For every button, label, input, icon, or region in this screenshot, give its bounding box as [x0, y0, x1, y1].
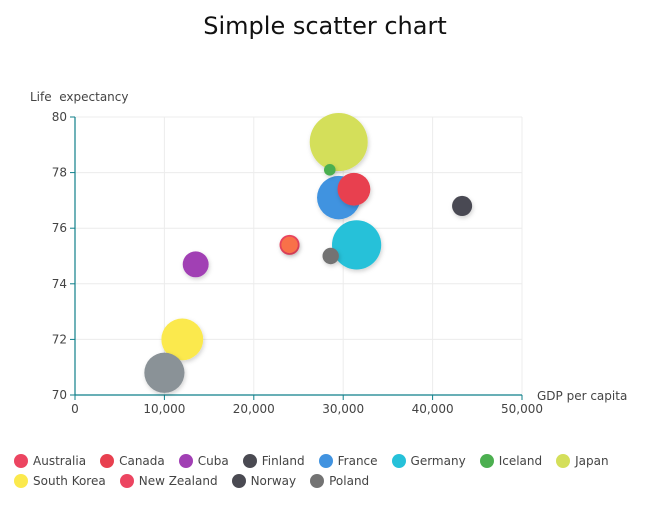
x-tick-label: 40,000 — [412, 402, 454, 416]
data-point-iceland — [323, 164, 336, 176]
legend-marker-icon — [318, 454, 333, 468]
data-point-cuba — [182, 251, 209, 278]
legend-label: Japan — [575, 454, 609, 468]
legend-label: New Zealand — [138, 474, 218, 488]
data-point-poland — [144, 352, 185, 393]
legend-marker-icon — [242, 454, 257, 468]
chart-legend: Australia Canada Cuba Finland France Germany I… — [14, 453, 644, 489]
data-point-finland — [452, 195, 473, 217]
legend-item-france[interactable]: France — [318, 453, 378, 469]
axes: 0 10,000 20,000 30,000 40,000 50,000 70 72 74 76 7… — [52, 110, 543, 416]
y-axis-label: Life expectancy — [30, 90, 129, 104]
x-tick-label: 20,000 — [233, 402, 275, 416]
data-point-norway — [322, 247, 339, 265]
data-point-germany — [332, 220, 382, 270]
y-tick-label: 76 — [52, 221, 67, 235]
legend-label: Norway — [250, 474, 297, 488]
legend-label: Australia — [33, 454, 87, 468]
legend-item-germany[interactable]: Germany — [391, 453, 466, 469]
legend-item-canada[interactable]: Canada — [100, 453, 165, 469]
legend-item-australia[interactable]: Australia — [14, 453, 86, 469]
legend-label: Cuba — [197, 454, 229, 468]
legend-item-norway[interactable]: Norway — [231, 473, 297, 489]
legend-item-cuba[interactable]: Cuba — [178, 453, 229, 469]
legend-label: Germany — [410, 454, 466, 468]
legend-item-iceland[interactable]: Iceland — [479, 453, 543, 469]
legend-marker-icon — [100, 454, 115, 468]
data-point-canada — [337, 172, 371, 206]
data-point-south-korea — [161, 318, 204, 361]
legend-marker-icon — [119, 474, 134, 488]
legend-marker-icon — [391, 454, 406, 468]
legend-item-japan[interactable]: Japan — [556, 453, 609, 469]
data-point-new-zealand — [281, 236, 298, 254]
legend-item-poland[interactable]: Poland — [310, 473, 369, 489]
legend-marker-icon — [231, 474, 246, 488]
legend-marker-icon — [14, 474, 28, 488]
y-tick-label: 72 — [52, 332, 67, 346]
legend-marker-icon — [310, 474, 325, 488]
legend-label: South Korea — [33, 474, 106, 488]
scatter-chart: 0 10,000 20,000 30,000 40,000 50,000 70 72 74 76 7… — [30, 90, 627, 416]
grid-lines — [75, 116, 523, 395]
legend-label: France — [337, 454, 378, 468]
legend-marker-icon — [178, 454, 193, 468]
chart-title: Simple scatter chart — [203, 12, 447, 40]
y-tick-label: 70 — [52, 388, 67, 402]
x-axis-label: GDP per capita — [537, 389, 627, 403]
data-points — [144, 113, 473, 393]
x-tick-label: 0 — [71, 402, 79, 416]
legend-marker-icon — [14, 454, 28, 468]
x-tick-label: 30,000 — [322, 402, 364, 416]
legend-item-south-korea[interactable]: South Korea — [14, 473, 106, 489]
y-tick-label: 78 — [52, 166, 67, 180]
legend-item-new-zealand[interactable]: New Zealand — [119, 473, 218, 489]
legend-label: Finland — [261, 454, 305, 468]
data-point-japan — [309, 113, 368, 172]
legend-marker-icon — [479, 454, 494, 468]
legend-label: Poland — [329, 474, 370, 488]
y-tick-label: 74 — [52, 277, 67, 291]
legend-marker-icon — [556, 454, 571, 468]
legend-item-finland[interactable]: Finland — [242, 453, 305, 469]
x-tick-label: 10,000 — [143, 402, 185, 416]
legend-label: Iceland — [498, 454, 543, 468]
legend-label: Canada — [119, 454, 165, 468]
x-tick-label: 50,000 — [501, 402, 543, 416]
y-tick-label: 80 — [52, 110, 67, 124]
